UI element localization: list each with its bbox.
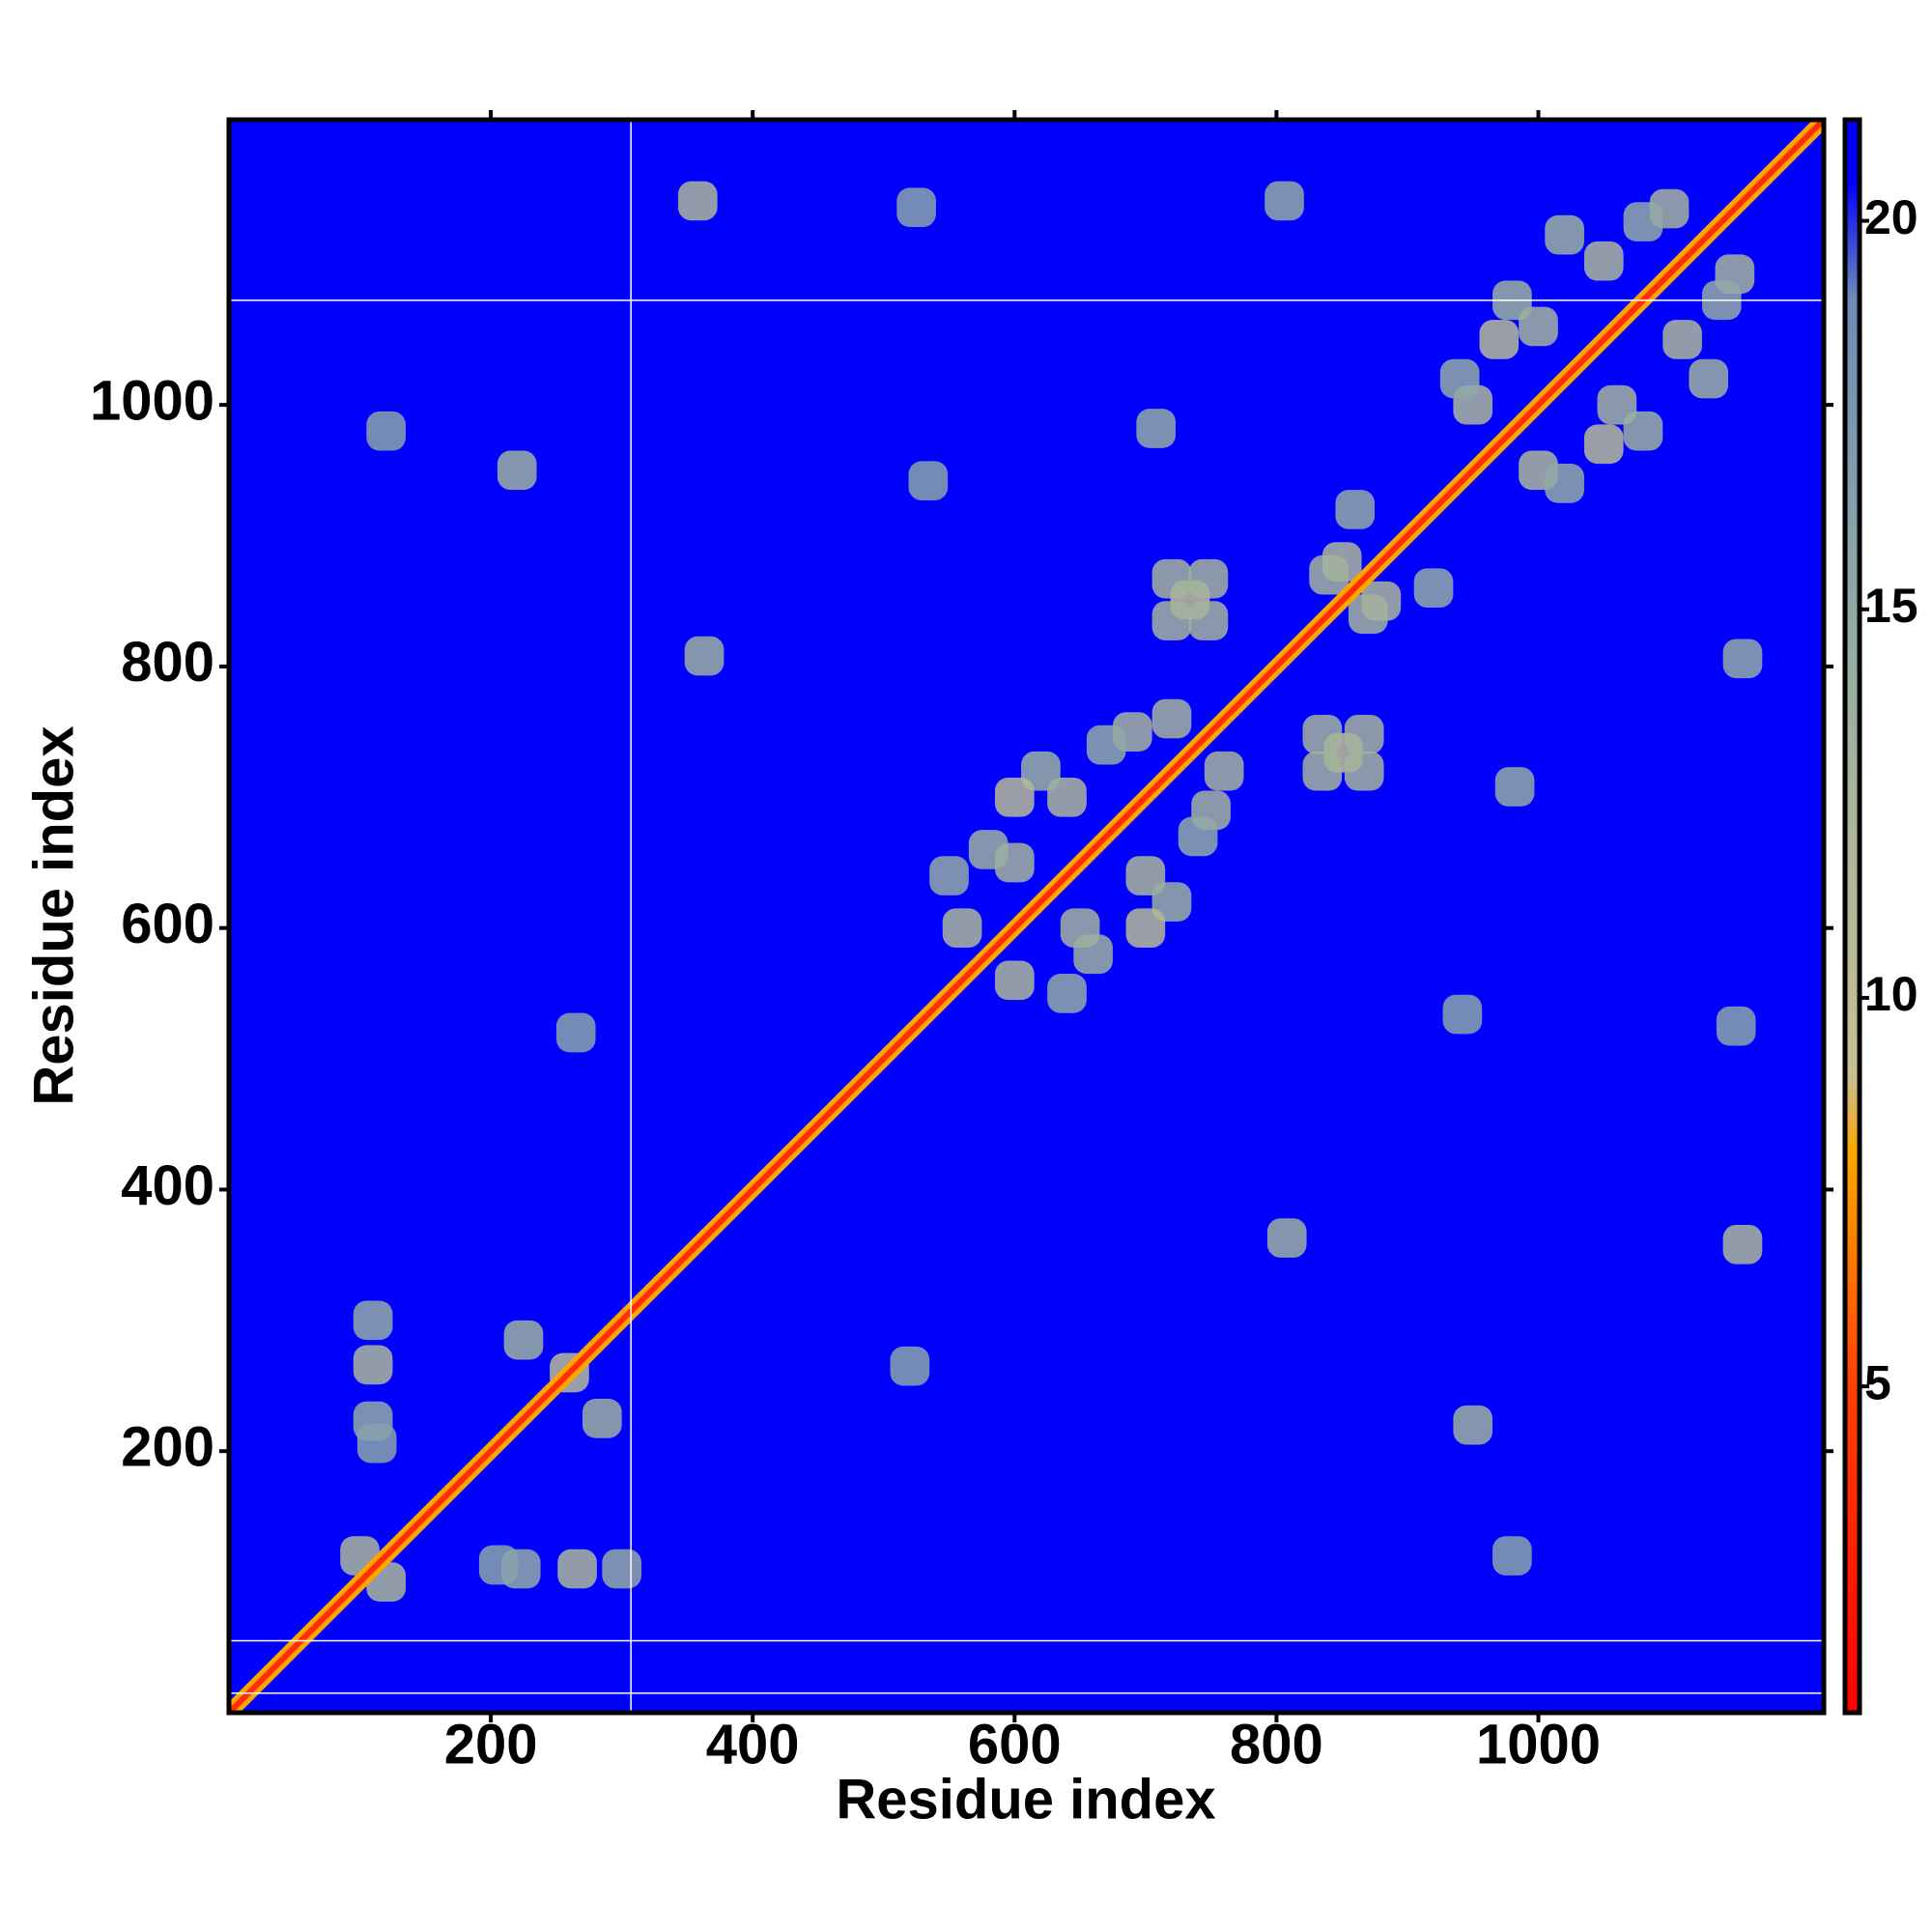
- contact-cell: [1344, 751, 1384, 791]
- contact-cell: [1204, 751, 1244, 791]
- x-tick-label: 1000: [1476, 1713, 1601, 1776]
- contact-cell: [890, 1346, 930, 1386]
- contact-cell: [1151, 698, 1192, 739]
- contact-cell: [1442, 994, 1483, 1035]
- contact-cell: [968, 830, 1009, 869]
- contact-cell: [1302, 751, 1343, 791]
- x-axis-title: Residue index: [836, 1768, 1215, 1831]
- contact-cell: [1583, 424, 1624, 465]
- contact-cell: [1519, 306, 1558, 347]
- y-axis-title: Residue index: [22, 725, 85, 1105]
- contact-cell: [896, 187, 936, 228]
- contact-cell: [1439, 358, 1480, 399]
- x-tick-label: 800: [1230, 1713, 1323, 1776]
- contact-cell: [503, 1320, 544, 1360]
- contact-cell: [1623, 411, 1663, 451]
- contact-cell: [1178, 816, 1218, 857]
- contact-cell: [1264, 181, 1304, 221]
- contact-cell: [1047, 777, 1087, 817]
- contact-cell: [1583, 241, 1624, 281]
- contact-cell: [1151, 882, 1192, 922]
- contact-cell: [1188, 601, 1229, 640]
- contact-cell: [1623, 202, 1663, 242]
- contact-cell: [1348, 594, 1388, 635]
- contact-cell: [677, 181, 718, 221]
- y-tick-label: 800: [121, 631, 214, 694]
- contact-cell: [1545, 214, 1584, 255]
- y-tick-label: 400: [121, 1154, 214, 1217]
- contact-cell: [582, 1399, 622, 1438]
- contact-cell: [353, 1345, 393, 1385]
- x-tick-label: 200: [444, 1713, 538, 1776]
- contact-cell: [557, 1548, 597, 1589]
- y-tick-label: 1000: [90, 369, 214, 432]
- contact-cell: [1302, 714, 1343, 754]
- colorbar: [1842, 117, 1862, 1716]
- contact-cell: [1136, 409, 1177, 448]
- colorbar-tick-label: 20: [1864, 190, 1918, 244]
- contact-cell: [1125, 908, 1166, 949]
- colorbar-tick-label: 5: [1864, 1355, 1891, 1409]
- contact-cell: [1722, 1224, 1763, 1264]
- contact-cell: [1344, 714, 1384, 754]
- contact-cell: [366, 411, 406, 451]
- contact-cell: [942, 908, 982, 949]
- contact-cell: [602, 1548, 641, 1589]
- contact-cell: [1716, 1006, 1756, 1046]
- contact-cell: [1188, 558, 1229, 599]
- contact-cell: [1722, 639, 1763, 679]
- contact-cell: [1597, 384, 1637, 425]
- colorbar-tick-label: 10: [1864, 967, 1918, 1021]
- contact-cell: [1125, 856, 1166, 895]
- y-tick-label: 200: [121, 1416, 214, 1479]
- contact-cell: [1413, 568, 1454, 609]
- contact-cell: [1151, 601, 1192, 640]
- contact-cell: [1689, 358, 1729, 399]
- contact-cell: [929, 856, 969, 895]
- contact-cell: [994, 960, 1035, 1001]
- contact-cell: [1492, 1536, 1532, 1576]
- diagonal: [229, 120, 1824, 1713]
- contact-cell: [1494, 767, 1535, 807]
- contact-cell: [1309, 554, 1349, 595]
- plot-area: [229, 120, 1824, 1713]
- contact-cell: [684, 636, 724, 676]
- contact-cell: [1335, 490, 1376, 529]
- contact-cell: [1151, 558, 1192, 599]
- contact-cell: [908, 461, 949, 500]
- contact-cell: [497, 450, 537, 491]
- contact-cell: [1021, 751, 1061, 791]
- x-tick-label: 600: [968, 1713, 1062, 1776]
- contact-cell: [1545, 464, 1584, 503]
- contact-cell: [356, 1423, 397, 1463]
- contact-cell: [555, 1012, 596, 1053]
- contact-cell: [1086, 724, 1126, 765]
- colorbar-tick-label: 15: [1864, 579, 1918, 633]
- contact-cell: [1662, 320, 1702, 359]
- contact-cell: [353, 1300, 393, 1341]
- contact-cell: [1047, 974, 1087, 1013]
- contact-cell: [994, 777, 1035, 817]
- contact-cell: [1453, 1405, 1493, 1445]
- contact-cell: [1266, 1218, 1307, 1258]
- contact-cell: [1073, 934, 1113, 975]
- contact-cell: [478, 1545, 519, 1585]
- y-tick-label: 600: [121, 893, 214, 955]
- contact-cell: [1479, 320, 1520, 359]
- x-tick-label: 400: [706, 1713, 800, 1776]
- plot-frame: [226, 117, 1827, 1716]
